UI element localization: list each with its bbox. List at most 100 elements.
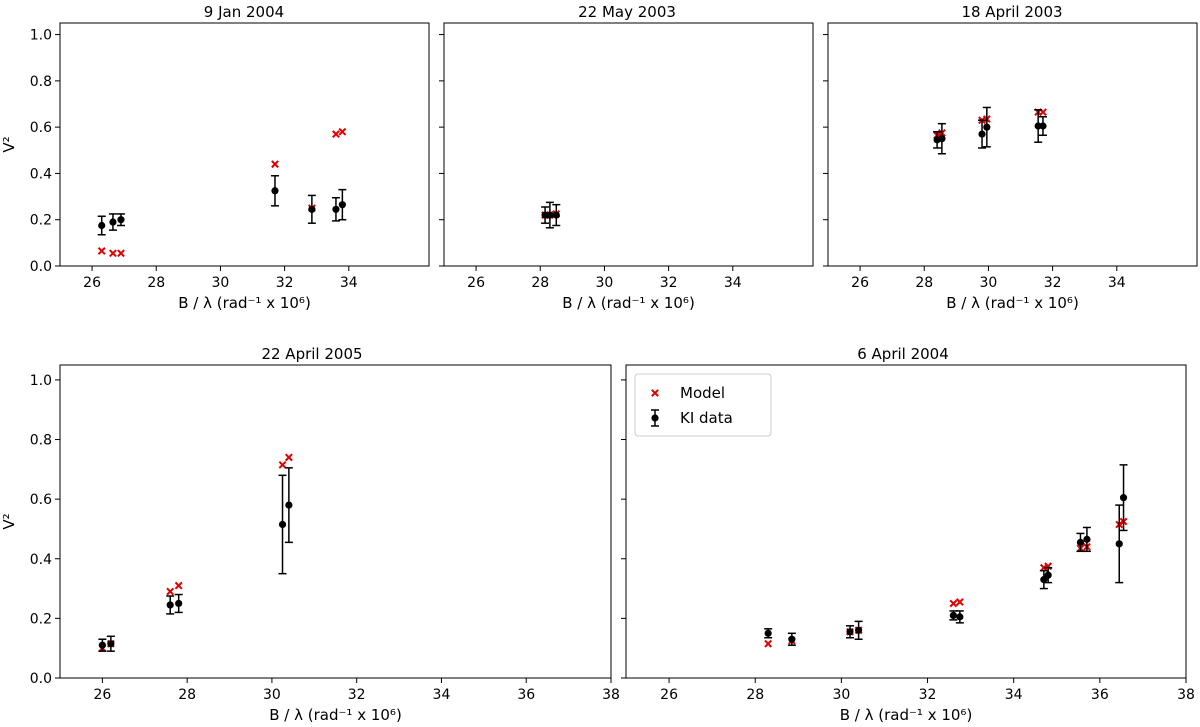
panel-3-xlabel: B / λ (rad⁻¹ x 10⁶) xyxy=(946,294,1079,312)
panel-2-frame xyxy=(443,22,814,267)
legend-data-label: KI data xyxy=(680,409,733,427)
panel-4-data-point-3 xyxy=(175,599,183,608)
panel-5-data-point-0 xyxy=(764,629,772,637)
panel-1-xtick-label-4: 34 xyxy=(340,275,358,291)
panel-2-plot: 26 28 30 32 34 B / λ (rad⁻¹ x 10⁶) xyxy=(439,22,814,312)
panel-4-frame xyxy=(59,364,612,679)
panel-4-data-point-2 xyxy=(166,601,174,609)
panel-4-title: 22 April 2005 xyxy=(261,345,362,363)
panel-3-xtick-label-3: 32 xyxy=(1044,275,1062,291)
panel-4-xtick-label-6: 38 xyxy=(602,687,620,703)
panel-1-data-point-3 xyxy=(271,187,279,195)
panel-3-data-point-3 xyxy=(983,123,991,131)
panel-5-data-point-7 xyxy=(1044,571,1052,579)
panel-4-xtick-label-5: 36 xyxy=(517,687,535,703)
panel-4-xtick-label-4: 34 xyxy=(433,687,451,703)
panel-1-xtick-label-1: 28 xyxy=(147,275,165,291)
panel-1-model-point-2 xyxy=(117,249,125,258)
panel-1-data-point-0 xyxy=(98,221,106,230)
panel-5-model-point-0 xyxy=(764,639,773,648)
panel-5-frame xyxy=(625,364,1187,679)
legend-box xyxy=(634,373,772,437)
panel-2-xtick-label-4: 34 xyxy=(724,275,742,291)
legend-data-marker xyxy=(651,414,659,422)
panel-4-model-point-3 xyxy=(174,581,183,590)
panel-1-ylabel: V² xyxy=(0,136,18,152)
panel-4-xtick-label-3: 32 xyxy=(348,687,366,703)
panel-2-title: 22 May 2003 xyxy=(578,3,676,21)
panel-4-model-point-2 xyxy=(166,587,175,596)
panel-2-xtick-label-1: 28 xyxy=(531,275,549,291)
panel-4-xtick-label-1: 28 xyxy=(178,687,196,703)
panel-5-xtick-label-6: 38 xyxy=(1177,687,1195,703)
panel-1-title: 9 Jan 2004 xyxy=(204,3,284,21)
panel-5-title: 6 April 2004 xyxy=(857,345,949,363)
panel-5-xtick-label-5: 36 xyxy=(1091,687,1109,703)
panel-5-data-point-4 xyxy=(949,611,957,620)
panel-4-data-point-4 xyxy=(278,520,287,529)
panel-3-data-point-2 xyxy=(978,130,986,138)
panel-5-xtick-label-4: 34 xyxy=(1005,687,1023,703)
panel-2-data-point-1 xyxy=(546,211,554,219)
panel-5-data-point-6 xyxy=(1040,576,1048,584)
legend-model-label: Model xyxy=(680,384,725,402)
panel-3-data-point-1 xyxy=(938,135,946,143)
panel-5-xtick-label-1: 28 xyxy=(746,687,764,703)
panel-5-data-point-11 xyxy=(1119,494,1128,502)
panel-4-model-point-4 xyxy=(278,460,287,469)
panel-5-model-point-4 xyxy=(949,599,958,608)
panel-1-ytick-label-4: 0.8 xyxy=(30,74,52,90)
panel-1-ytick-label-2: 0.4 xyxy=(30,166,52,182)
panel-5-xtick-label-3: 32 xyxy=(919,687,937,703)
panel-2-xtick-label-2: 30 xyxy=(596,275,614,291)
panel-5-data-point-5 xyxy=(956,613,964,621)
panel-4-model-point-5 xyxy=(284,453,293,462)
panel-5-data-point-8 xyxy=(1076,538,1085,546)
panel-1-plot: 26 28 30 32 34 0.0 0.2 0.4 0.6 0.8 1.0 B / λ (rad⁻¹… xyxy=(0,22,430,312)
panel-1-data-point-1 xyxy=(109,218,117,226)
panel-3-frame xyxy=(827,22,1198,267)
panel-5-xtick-label-2: 30 xyxy=(832,687,850,703)
panel-5-model-point-5 xyxy=(955,598,964,606)
panel-1-model-point-5 xyxy=(332,130,340,138)
panel-3-xtick-label-1: 28 xyxy=(915,275,933,291)
panel-5-data-point-10 xyxy=(1115,540,1123,548)
panel-4-ytick-label-5: 1.0 xyxy=(30,373,52,389)
panel-1-xlabel: B / λ (rad⁻¹ x 10⁶) xyxy=(178,294,311,312)
legend-model-marker xyxy=(651,389,659,397)
panel-1-model-point-6 xyxy=(338,127,347,136)
panel-1-ytick-label-5: 1.0 xyxy=(30,28,52,44)
panel-1-model-point-3 xyxy=(271,160,279,169)
panel-5-xtick-label-0: 26 xyxy=(660,687,678,703)
panel-4-xtick-label-2: 30 xyxy=(263,687,281,703)
panel-5-data-point-3 xyxy=(855,626,863,634)
panel-2-xlabel: B / λ (rad⁻¹ x 10⁶) xyxy=(562,294,695,312)
panel-2-xtick-label-0: 26 xyxy=(467,275,485,291)
panel-5-model-point-6 xyxy=(1039,563,1048,572)
panel-1-data-point-4 xyxy=(308,205,316,213)
panel-3-title: 18 April 2003 xyxy=(961,3,1062,21)
panel-1-xtick-label-0: 26 xyxy=(83,275,101,291)
panel-2-xtick-label-3: 32 xyxy=(660,275,678,291)
panel-4-plot: 26 28 30 32 34 36 38 0.0 0.2 0.4 0.6 0.8 1.0 B / λ (r… xyxy=(0,364,620,724)
panel-4-ytick-label-0: 0.0 xyxy=(30,671,52,687)
panel-4-data-point-0 xyxy=(98,641,106,649)
panel-1-data-point-6 xyxy=(338,201,346,209)
panel-1-data-point-2 xyxy=(117,216,125,224)
panel-5-data-point-1 xyxy=(788,635,796,643)
panel-3-data-point-5 xyxy=(1039,122,1047,130)
panel-4-data-point-1 xyxy=(107,640,115,648)
panel-1-xtick-label-3: 32 xyxy=(276,275,294,291)
panel-3-plot: 26 28 30 32 34 B / λ (rad⁻¹ x 10⁶) xyxy=(823,22,1198,312)
panel-1-xtick-label-2: 30 xyxy=(212,275,230,291)
panel-5-data-point-9 xyxy=(1083,535,1091,543)
panel-4-data-point-5 xyxy=(285,501,293,509)
panel-1-frame xyxy=(59,22,430,267)
panel-4-ytick-label-3: 0.6 xyxy=(30,492,52,508)
panel-1-data-point-5 xyxy=(332,205,340,213)
panel-4-ytick-label-1: 0.2 xyxy=(30,611,52,627)
panel-4-ylabel: V² xyxy=(0,513,18,529)
panel-5-xlabel: B / λ (rad⁻¹ x 10⁶) xyxy=(840,706,973,724)
panel-4-xlabel: B / λ (rad⁻¹ x 10⁶) xyxy=(269,706,402,724)
